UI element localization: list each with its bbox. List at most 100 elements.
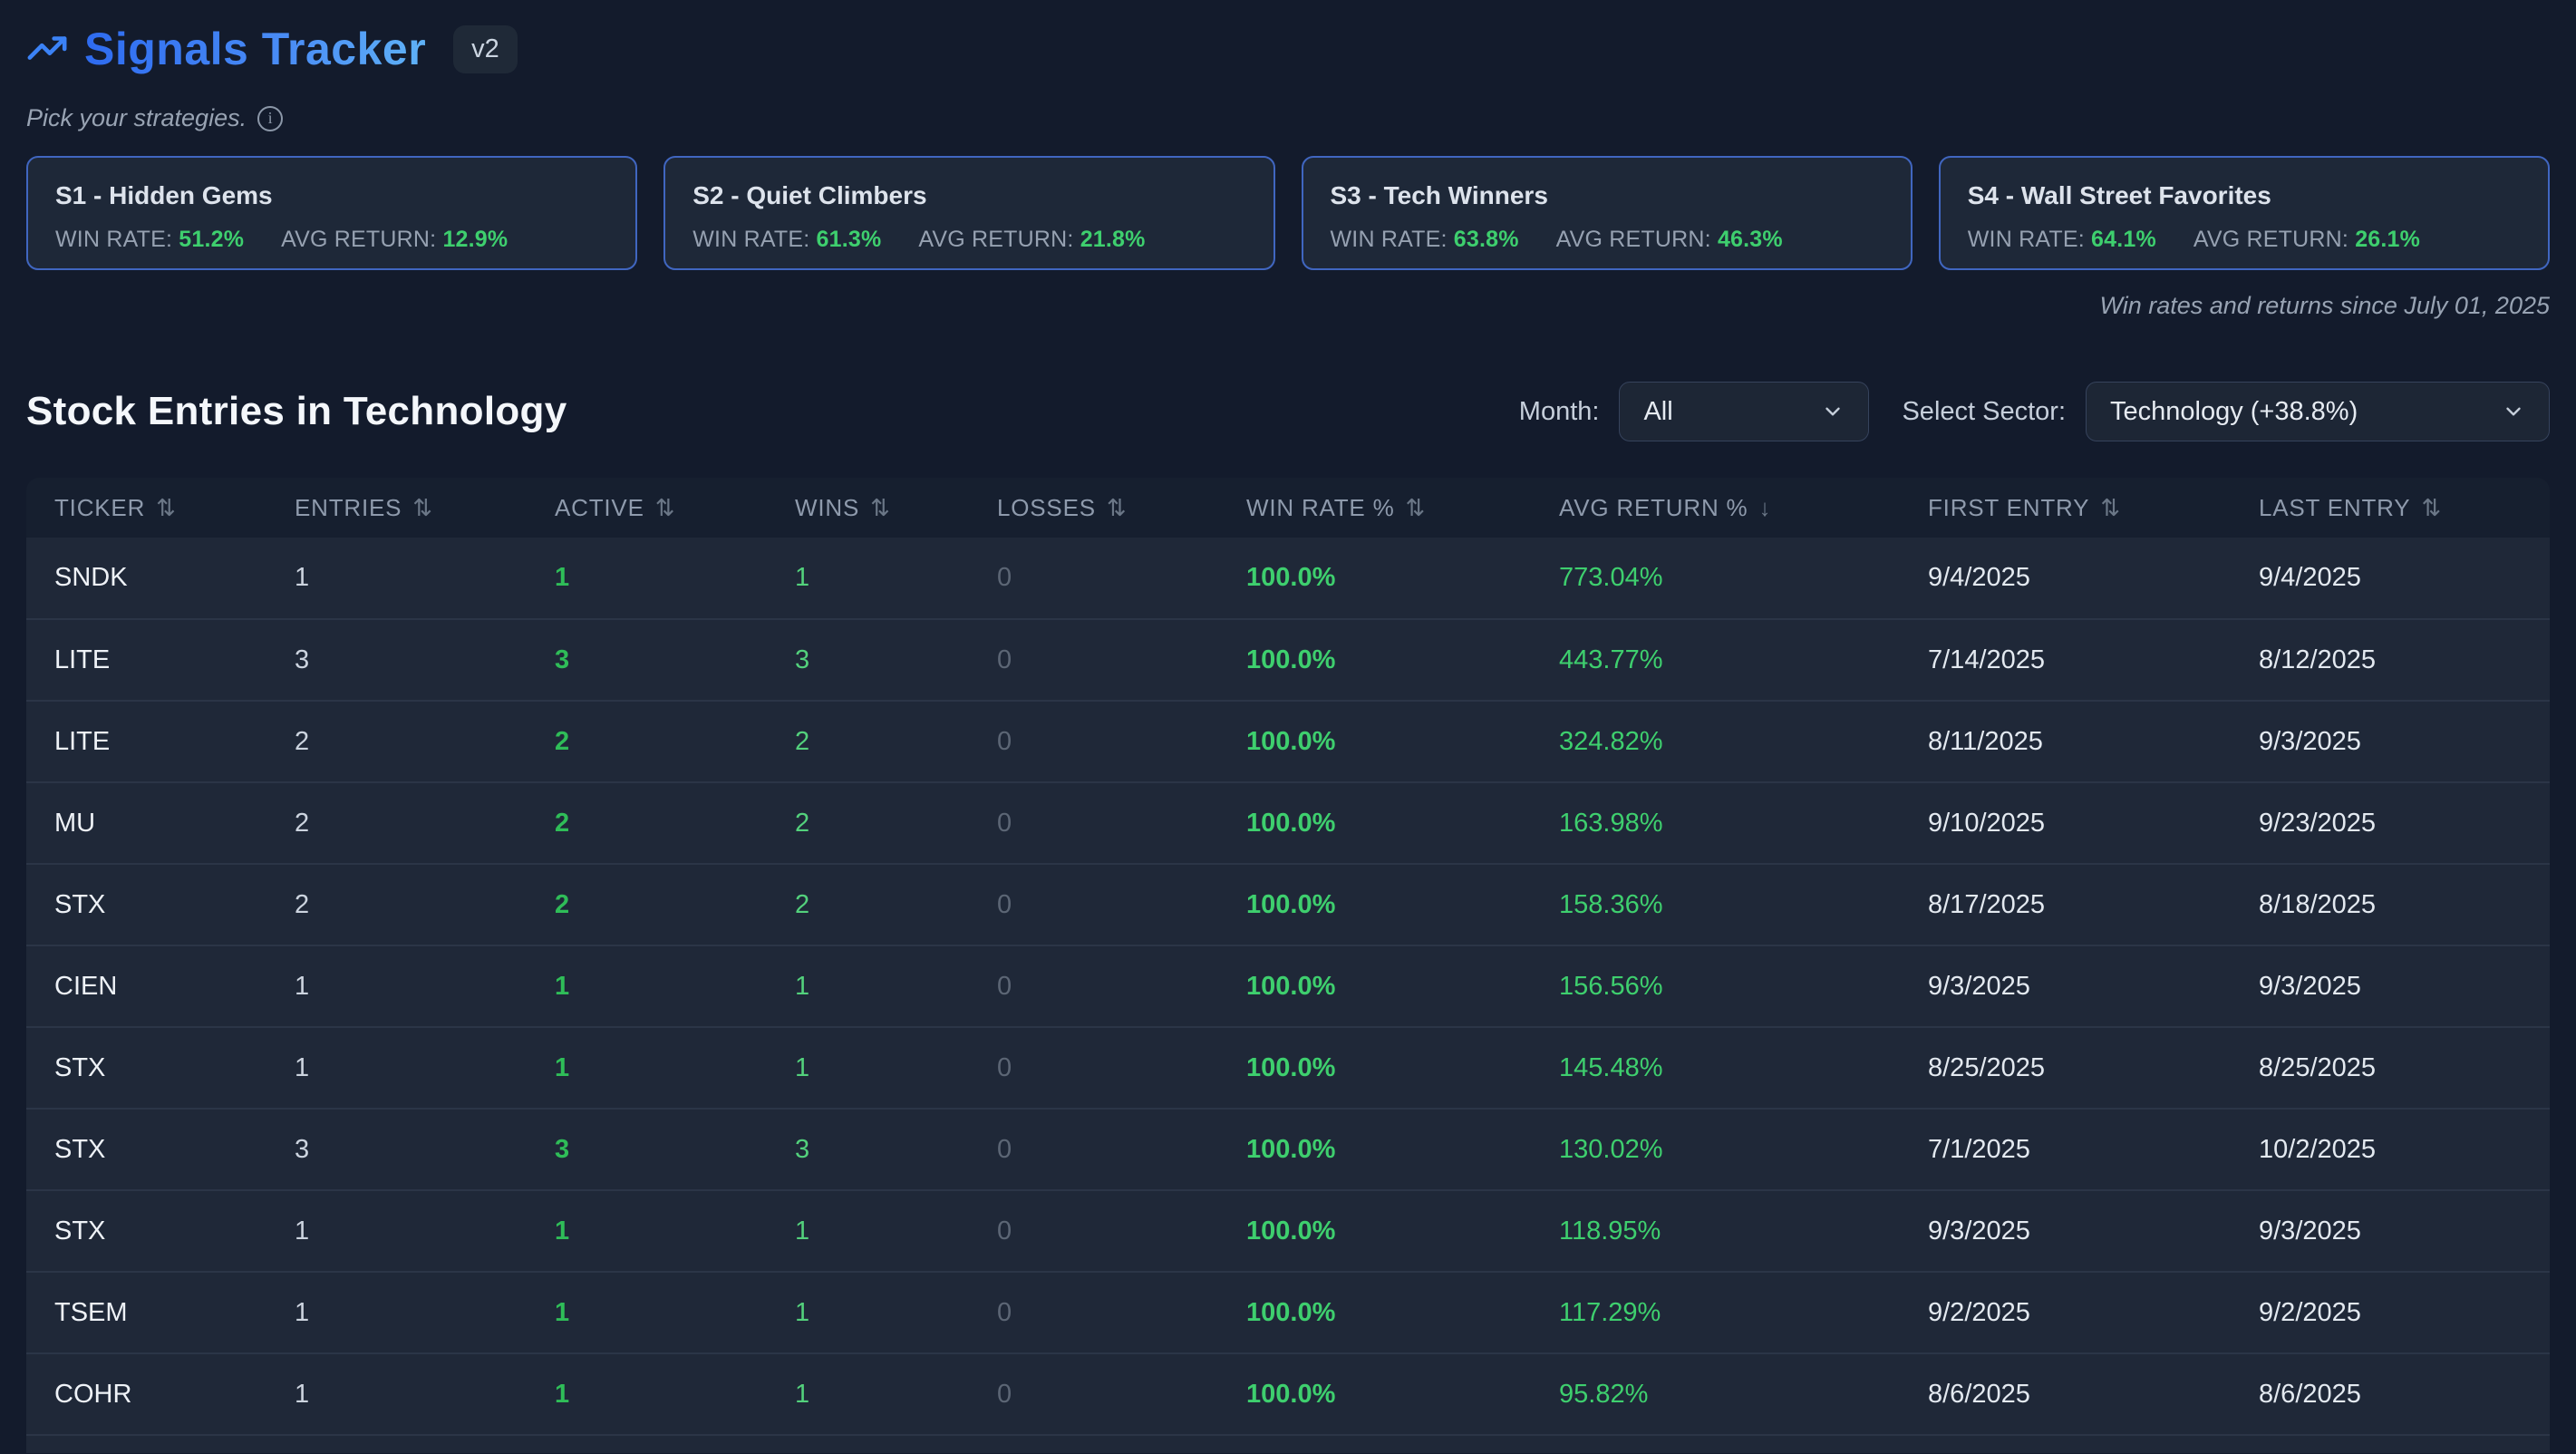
col-header-win-rate[interactable]: WIN RATE % ⇅ xyxy=(1246,478,1559,538)
cell-win-rate: 100.0% xyxy=(1246,1379,1336,1409)
cell-win-rate: 100.0% xyxy=(1246,1134,1336,1164)
col-label: ENTRIES xyxy=(295,493,402,521)
strategy-card-s1[interactable]: S1 - Hidden Gems WIN RATE: 51.2% AVG RET… xyxy=(26,156,638,270)
info-icon[interactable]: i xyxy=(257,105,284,131)
avg-return-value: 46.3% xyxy=(1717,227,1783,252)
col-header-first-entry[interactable]: FIRST ENTRY ⇅ xyxy=(1928,478,2259,538)
cell-losses: 0 xyxy=(997,563,1012,592)
avg-return-label: AVG RETURN: xyxy=(281,227,443,252)
col-label: LOSSES xyxy=(997,493,1096,521)
table-row: TSEM 1 1 1 0 100.0% 117.29% 9/2/2025 9/2/2025 xyxy=(26,1272,2550,1353)
col-header-avg-return[interactable]: AVG RETURN % ↓ xyxy=(1559,478,1928,538)
win-rate-label: WIN RATE: xyxy=(692,227,817,252)
cell-wins: 1 xyxy=(795,971,810,1001)
cell-last-entry: 9/23/2025 xyxy=(2259,808,2377,838)
cell-losses: 0 xyxy=(997,1297,1012,1327)
cell-active: 1 xyxy=(555,1216,570,1246)
cell-first-entry: 8/25/2025 xyxy=(1928,1052,2046,1082)
cell-first-entry: 8/6/2025 xyxy=(1928,1379,2030,1409)
col-header-losses[interactable]: LOSSES ⇅ xyxy=(997,478,1246,538)
cell-ticker: SNDK xyxy=(54,563,128,592)
table-row: SNDK 1 1 1 0 100.0% 773.04% 9/4/2025 9/4/2025 xyxy=(26,538,2550,619)
chevron-down-icon xyxy=(1825,407,1841,416)
cell-first-entry: 8/17/2025 xyxy=(1928,889,2046,919)
cell-last-entry: 8/25/2025 xyxy=(2259,1052,2377,1082)
cell-first-entry: 7/1/2025 xyxy=(1928,1134,2030,1164)
sort-both-icon: ⇅ xyxy=(2421,493,2443,521)
col-header-ticker[interactable]: TICKER ⇅ xyxy=(26,478,295,538)
cell-entries: 1 xyxy=(295,1379,310,1409)
cell-losses: 0 xyxy=(997,1216,1012,1246)
win-rate-value: 51.2% xyxy=(179,227,245,252)
cell-entries: 1 xyxy=(295,1052,310,1082)
cell-win-rate: 100.0% xyxy=(1246,808,1336,838)
controls-row: Stock Entries in Technology Month: All S… xyxy=(26,382,2550,441)
cell-losses: 0 xyxy=(997,889,1012,919)
win-rate-value: 64.1% xyxy=(2091,227,2156,252)
cell-last-entry: 8/6/2025 xyxy=(2259,1379,2361,1409)
cell-avg-return: 324.82% xyxy=(1559,726,1663,756)
cell-losses: 0 xyxy=(997,971,1012,1001)
table-row: STX 2 2 2 0 100.0% 158.36% 8/17/2025 8/18/2025 xyxy=(26,864,2550,945)
cell-entries: 2 xyxy=(295,808,310,838)
strategy-card-s3[interactable]: S3 - Tech Winners WIN RATE: 63.8% AVG RE… xyxy=(1301,156,1913,270)
table-row: LITE 3 3 3 0 100.0% 443.77% 7/14/2025 8/12/2025 xyxy=(26,619,2550,701)
cell-avg-return: 156.56% xyxy=(1559,971,1663,1001)
strategy-name: S1 - Hidden Gems xyxy=(55,181,273,209)
partial-row-cell xyxy=(26,1435,2550,1453)
avg-return-value: 26.1% xyxy=(2355,227,2421,252)
stock-entries-table: TICKER ⇅ ENTRIES ⇅ ACTIVE ⇅ WINS ⇅ LOSSES ⇅ WIN RA… xyxy=(26,478,2550,1453)
sector-select[interactable]: Technology (+38.8%) xyxy=(2086,382,2550,441)
cell-win-rate: 100.0% xyxy=(1246,1297,1336,1327)
sort-both-icon: ⇅ xyxy=(1106,493,1128,521)
cell-ticker: TSEM xyxy=(54,1297,128,1327)
cell-last-entry: 9/3/2025 xyxy=(2259,971,2361,1001)
avg-return-value: 21.8% xyxy=(1080,227,1146,252)
table-row-partial xyxy=(26,1435,2550,1453)
col-label: FIRST ENTRY xyxy=(1928,493,2090,521)
cell-active: 1 xyxy=(555,1297,570,1327)
cell-entries: 3 xyxy=(295,645,310,674)
cell-first-entry: 8/11/2025 xyxy=(1928,726,2043,756)
cell-ticker: LITE xyxy=(54,726,111,756)
table-row: STX 1 1 1 0 100.0% 118.95% 9/3/2025 9/3/2025 xyxy=(26,1190,2550,1272)
cell-losses: 0 xyxy=(997,1134,1012,1164)
cell-first-entry: 9/4/2025 xyxy=(1928,563,2030,592)
win-rate-label: WIN RATE: xyxy=(1967,227,2092,252)
subtitle-text: Pick your strategies. xyxy=(26,104,247,131)
month-label: Month: xyxy=(1518,396,1600,426)
strategy-card-s2[interactable]: S2 - Quiet Climbers WIN RATE: 61.3% AVG … xyxy=(663,156,1275,270)
cell-win-rate: 100.0% xyxy=(1246,1052,1336,1082)
col-header-active[interactable]: ACTIVE ⇅ xyxy=(555,478,795,538)
col-header-last-entry[interactable]: LAST ENTRY ⇅ xyxy=(2259,478,2550,538)
sort-both-icon: ⇅ xyxy=(1405,493,1427,521)
cell-last-entry: 9/2/2025 xyxy=(2259,1297,2361,1327)
cell-last-entry: 10/2/2025 xyxy=(2259,1134,2377,1164)
cell-entries: 3 xyxy=(295,1134,310,1164)
cell-avg-return: 773.04% xyxy=(1559,563,1663,592)
cell-last-entry: 8/18/2025 xyxy=(2259,889,2377,919)
cell-first-entry: 9/10/2025 xyxy=(1928,808,2046,838)
cell-ticker: STX xyxy=(54,889,106,919)
sort-both-icon: ⇅ xyxy=(156,493,177,521)
cell-wins: 1 xyxy=(795,1297,810,1327)
section-title: Stock Entries in Technology xyxy=(26,389,567,433)
cell-wins: 2 xyxy=(795,808,810,838)
cell-ticker: STX xyxy=(54,1052,106,1082)
table-row: LITE 2 2 2 0 100.0% 324.82% 8/11/2025 9/3/2025 xyxy=(26,701,2550,782)
cell-active: 1 xyxy=(555,1052,570,1082)
cell-losses: 0 xyxy=(997,808,1012,838)
cell-losses: 0 xyxy=(997,1379,1012,1409)
win-rate-label: WIN RATE: xyxy=(1330,227,1454,252)
cell-win-rate: 100.0% xyxy=(1246,971,1336,1001)
win-rate-label: WIN RATE: xyxy=(55,227,179,252)
sort-both-icon: ⇅ xyxy=(654,493,676,521)
col-header-entries[interactable]: ENTRIES ⇅ xyxy=(295,478,555,538)
cell-entries: 1 xyxy=(295,1297,310,1327)
cell-wins: 2 xyxy=(795,889,810,919)
col-header-wins[interactable]: WINS ⇅ xyxy=(795,478,997,538)
month-select[interactable]: All xyxy=(1619,382,1870,441)
sort-desc-icon: ↓ xyxy=(1758,493,1772,521)
table-row: STX 1 1 1 0 100.0% 145.48% 8/25/2025 8/25/2025 xyxy=(26,1027,2550,1109)
strategy-card-s4[interactable]: S4 - Wall Street Favorites WIN RATE: 64.… xyxy=(1938,156,2550,270)
